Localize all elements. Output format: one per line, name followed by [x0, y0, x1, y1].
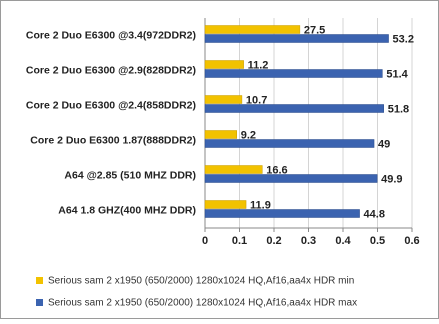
- y-tick-label: Core 2 Duo E6300 @3.4(972DDR2): [26, 29, 196, 41]
- legend-label: Serious sam 2 x1950 (650/2000) 1280x1024…: [48, 298, 357, 309]
- y-tick-label: Core 2 Duo E6300 @2.9(828DDR2): [26, 64, 196, 76]
- value-label: 53.2: [393, 33, 414, 45]
- bar: [204, 200, 247, 209]
- value-label: 16.6: [266, 164, 287, 176]
- legend-swatch: [36, 277, 43, 284]
- value-label: 27.5: [304, 24, 325, 36]
- y-tick-label: Core 2 Duo E6300 @2.4(858DDR2): [26, 99, 196, 111]
- value-label: 10.7: [246, 94, 267, 106]
- legend-swatch: [36, 299, 43, 306]
- bar: [204, 165, 263, 174]
- bar: [204, 25, 301, 34]
- value-label: 9.2: [241, 129, 256, 141]
- y-tick-label: A64 @2.85 (510 MHZ DDR): [64, 169, 196, 181]
- y-tick-label: A64 1.8 GHZ(400 MHZ DDR): [58, 204, 196, 216]
- value-label: 51.4: [386, 68, 408, 80]
- bar: [204, 104, 384, 113]
- bar: [204, 60, 244, 69]
- x-tick-label: 0.1: [232, 235, 247, 247]
- bar: [204, 139, 375, 148]
- x-tick-label: 0.5: [370, 235, 385, 247]
- x-tick-label: 0: [202, 235, 208, 247]
- bar: [204, 34, 389, 43]
- x-tick-label: 0.2: [266, 235, 281, 247]
- value-label: 49: [378, 138, 390, 150]
- y-tick-label: Core 2 Duo E6300 1.87(888DDR2): [30, 134, 196, 146]
- value-label: 11.2: [248, 59, 269, 71]
- x-tick-label: 0.4: [335, 235, 351, 247]
- bar: [204, 130, 237, 139]
- x-tick-label: 0.6: [404, 235, 419, 247]
- value-label: 51.8: [388, 103, 409, 115]
- bar: [204, 174, 378, 183]
- bar: [204, 95, 243, 104]
- legend-label: Serious sam 2 x1950 (650/2000) 1280x1024…: [48, 276, 354, 287]
- bar: [204, 69, 383, 78]
- x-tick-label: 0.3: [301, 235, 316, 247]
- value-label: 49.9: [381, 173, 402, 185]
- value-label: 44.8: [364, 208, 385, 220]
- value-label: 11.9: [250, 199, 271, 211]
- bar: [204, 209, 360, 218]
